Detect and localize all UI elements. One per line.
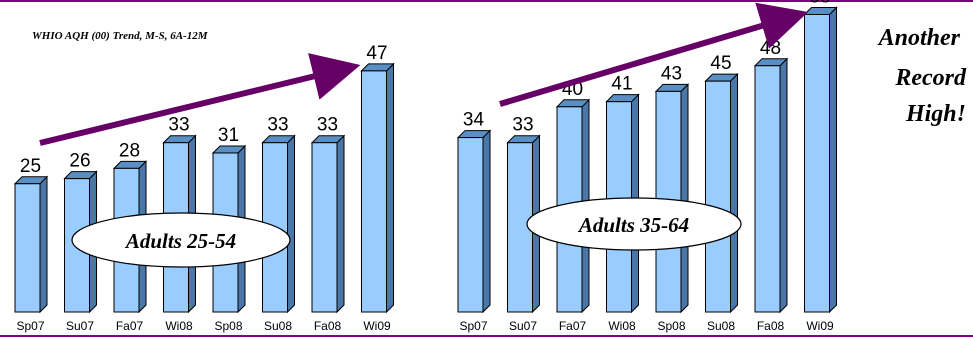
bar-sp07 (13, 175, 49, 314)
x-tick-label: Sp07 (16, 319, 44, 333)
x-tick-label: Wi08 (165, 319, 193, 333)
bar-side-face (680, 83, 689, 314)
bar-front-face (804, 13, 830, 313)
bar-front-face (361, 70, 387, 313)
x-tick-label: Su07 (509, 319, 537, 333)
x-tick-label: Fa07 (116, 319, 144, 333)
bar-side-face (336, 134, 345, 314)
bar-value-label: 33 (317, 115, 338, 136)
bar-value-label: 26 (69, 151, 90, 172)
bar-side-face (829, 6, 837, 314)
bar-sp07 (456, 129, 492, 314)
bar-value-label: 31 (218, 125, 239, 146)
x-tick-label: Wi09 (363, 319, 391, 333)
x-tick-label: Wi08 (608, 319, 636, 333)
x-tick-label: Su08 (264, 319, 292, 333)
x-tick-label: Fa07 (559, 319, 587, 333)
bar-value-label: 48 (760, 38, 781, 59)
x-tick-label: Wi09 (806, 319, 834, 333)
bar-front-face (311, 142, 338, 313)
bar-fa08 (753, 57, 789, 314)
x-tick-label: Sp07 (459, 319, 487, 333)
demo-label: Adults 35-64 (577, 213, 689, 237)
bar-side-face (287, 134, 295, 314)
callout-line-1: Another (877, 25, 961, 51)
bar-wi09 (803, 6, 838, 314)
bar-value-label: 41 (611, 74, 632, 95)
bar-su08 (704, 72, 739, 314)
bar-front-face (14, 183, 41, 313)
x-tick-label: Sp08 (214, 319, 242, 333)
bar-value-label: 47 (366, 43, 387, 64)
x-tick-label: Su08 (707, 319, 735, 333)
bar-value-label: 58 (809, 0, 830, 7)
bar-side-face (39, 175, 48, 314)
chart-panel-adults-35-64: 34Sp0733Su0740Fa0741Wi0843Sp0845Su0848Fa… (456, 0, 838, 333)
chart-panel-adults-25-54: 25 Sp07 26 Su07 28 Fa07 33 Wi08 31 Sp08 33 Su08 33 Fa… (13, 43, 395, 333)
callout-line-2: Record (894, 65, 967, 91)
bar-front-face (754, 65, 781, 313)
trend-arrow (39, 53, 361, 146)
bar-side-face (482, 129, 491, 314)
x-tick-label: Sp08 (657, 319, 685, 333)
bar-side-face (386, 62, 394, 314)
bar-value-label: 28 (119, 140, 140, 161)
bar-value-label: 25 (20, 156, 41, 177)
x-tick-label: Fa08 (314, 319, 342, 333)
callout-line-3: High! (905, 101, 966, 127)
demo-label: Adults 25-54 (124, 229, 236, 253)
bar-value-label: 43 (661, 63, 682, 84)
x-tick-label: Su07 (66, 319, 94, 333)
bar-value-label: 34 (463, 110, 485, 131)
bar-value-label: 33 (168, 115, 189, 136)
bar-side-face (779, 57, 788, 314)
bar-wi09 (360, 62, 395, 314)
x-tick-label: Fa08 (757, 319, 785, 333)
bar-side-face (730, 72, 738, 314)
bar-value-label: 33 (512, 115, 533, 136)
trend-arrow (499, 2, 809, 107)
demo-ellipse (526, 197, 742, 251)
record-high-callout: Another Record High! (877, 25, 967, 127)
chart-subtitle: WHIO AQH (00) Trend, M-S, 6A-12M (32, 30, 209, 42)
bar-fa08 (310, 134, 346, 314)
bar-front-face (705, 80, 731, 313)
bar-value-label: 45 (710, 53, 731, 74)
bar-front-face (457, 137, 484, 313)
demo-ellipse (71, 212, 291, 268)
bar-value-label: 33 (267, 115, 288, 136)
